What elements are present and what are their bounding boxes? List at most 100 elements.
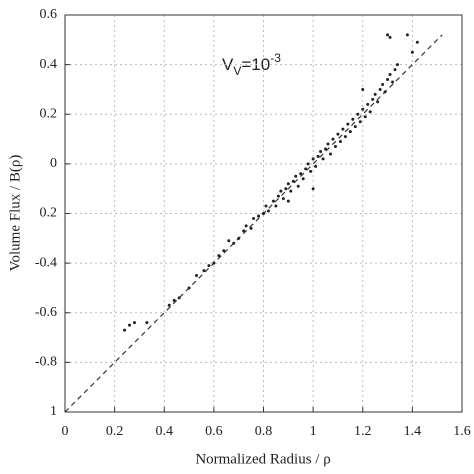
point xyxy=(172,298,176,302)
y-tick-label: 0.4 xyxy=(40,57,58,72)
point xyxy=(123,328,127,332)
x-tick-label: 1.6 xyxy=(453,424,471,439)
point xyxy=(145,321,149,325)
point xyxy=(386,78,390,82)
point xyxy=(361,107,365,111)
point xyxy=(331,137,335,141)
point xyxy=(393,68,397,72)
y-tick-label: -0.6 xyxy=(35,305,57,320)
point xyxy=(356,112,360,116)
point xyxy=(202,269,206,273)
point xyxy=(227,239,231,243)
point xyxy=(351,117,355,121)
point xyxy=(366,102,370,106)
point xyxy=(311,187,315,191)
y-tick-label: 0.2 xyxy=(40,106,58,121)
point xyxy=(373,92,377,96)
x-axis-title: Normalized Radius / ρ xyxy=(195,451,330,467)
x-tick-label: 0.4 xyxy=(156,424,174,439)
point xyxy=(289,189,293,193)
point xyxy=(381,82,385,86)
point xyxy=(410,50,414,54)
plot-frame xyxy=(64,14,463,413)
fit-line xyxy=(64,34,443,413)
point xyxy=(386,33,390,37)
point xyxy=(328,152,332,156)
point xyxy=(309,169,313,173)
point xyxy=(257,214,261,218)
x-tick-label: 0.6 xyxy=(205,424,223,439)
point xyxy=(296,184,300,188)
x-tick-label: 0 xyxy=(62,424,69,439)
point xyxy=(195,274,199,278)
y-axis-title: Volume Flux / B(ρ) xyxy=(7,155,23,272)
point xyxy=(299,172,303,176)
point xyxy=(324,147,328,151)
point xyxy=(388,35,392,39)
point xyxy=(217,254,221,258)
y-tick-label: -0.4 xyxy=(35,255,57,270)
point xyxy=(132,321,136,325)
point xyxy=(306,162,310,166)
point xyxy=(187,286,191,290)
x-tick-label: 1.2 xyxy=(354,424,372,439)
point xyxy=(286,199,290,203)
point xyxy=(237,236,241,240)
point xyxy=(358,120,362,124)
y-tick-label: 0.2 xyxy=(40,206,58,221)
point xyxy=(363,115,367,119)
annotation-base: V xyxy=(222,55,234,74)
point xyxy=(353,125,357,129)
point xyxy=(333,145,337,149)
point xyxy=(321,157,325,161)
x-tick-label: 1.4 xyxy=(404,424,422,439)
point xyxy=(281,197,285,201)
point xyxy=(346,122,350,126)
point xyxy=(279,189,283,193)
point xyxy=(395,63,399,67)
point xyxy=(378,87,382,91)
point xyxy=(291,179,295,183)
point xyxy=(286,182,290,186)
point xyxy=(252,216,256,220)
point xyxy=(371,97,375,101)
point xyxy=(383,90,387,94)
point xyxy=(276,194,280,198)
point xyxy=(284,187,288,191)
annotation-subscript: V xyxy=(233,64,241,78)
x-tick-label: 0.2 xyxy=(106,424,124,439)
point xyxy=(405,33,409,37)
point xyxy=(376,100,380,104)
point xyxy=(336,132,340,136)
y-tick-label: 1 xyxy=(50,404,57,419)
point xyxy=(222,249,226,253)
point xyxy=(316,154,320,158)
point xyxy=(314,164,318,168)
point xyxy=(207,264,211,268)
point xyxy=(274,204,278,208)
point xyxy=(348,130,352,134)
x-tick-label: 1 xyxy=(310,424,317,439)
point xyxy=(294,174,298,178)
point xyxy=(368,110,372,114)
x-tick-label: 0.8 xyxy=(255,424,273,439)
point xyxy=(271,199,275,203)
point xyxy=(177,296,181,300)
point xyxy=(341,127,345,131)
y-tick-label: -0.8 xyxy=(35,355,57,370)
point xyxy=(167,303,171,307)
point xyxy=(262,212,265,215)
point xyxy=(128,323,132,327)
point xyxy=(361,87,365,91)
point xyxy=(249,226,253,230)
point xyxy=(244,224,248,228)
y-tick-label: 0.6 xyxy=(40,7,58,22)
point xyxy=(212,261,216,265)
point xyxy=(415,40,419,44)
point xyxy=(264,204,268,208)
point xyxy=(319,149,323,153)
point xyxy=(343,135,347,139)
point xyxy=(242,229,246,233)
y-tick-label: 0 xyxy=(50,156,57,171)
